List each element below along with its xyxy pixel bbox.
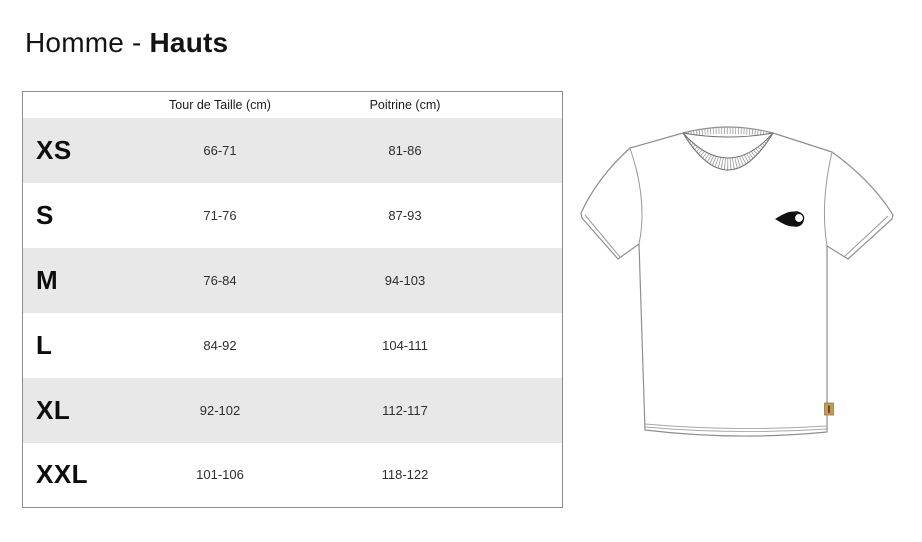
chest-column-header: Poitrine (cm) xyxy=(322,91,488,118)
empty-cell xyxy=(488,443,563,508)
page-title-section: Hauts xyxy=(149,27,229,58)
table-row-xs: XS 66-71 81-86 xyxy=(22,117,563,183)
chest-value: 87-93 xyxy=(388,207,422,223)
page-title-category: Homme - xyxy=(25,27,150,58)
size-column-header xyxy=(22,91,118,118)
collar xyxy=(682,127,774,171)
table-row-l: L 84-92 104-111 xyxy=(22,312,563,378)
page-title: Homme - Hauts xyxy=(25,27,229,59)
size-label: L xyxy=(36,329,53,360)
tshirt-illustration xyxy=(580,126,894,437)
size-label: XXL xyxy=(36,459,89,490)
empty-cell xyxy=(488,378,563,443)
size-label: XS xyxy=(36,134,72,165)
chest-value: 94-103 xyxy=(384,272,426,288)
side-tag xyxy=(824,402,834,416)
waist-value: 101-106 xyxy=(196,467,244,483)
chest-value: 112-117 xyxy=(382,402,428,418)
waist-value: 71-76 xyxy=(203,207,237,223)
empty-cell xyxy=(488,118,563,183)
empty-cell xyxy=(488,183,563,248)
waist-value: 84-92 xyxy=(203,337,237,353)
chest-value: 81-86 xyxy=(388,142,422,158)
table-row-xl: XL 92-102 112-117 xyxy=(22,377,563,443)
tshirt-outline xyxy=(580,126,894,437)
waist-column-header: Tour de Taille (cm) xyxy=(117,91,323,118)
empty-cell xyxy=(488,313,563,378)
table-row-s: S 71-76 87-93 xyxy=(22,182,563,248)
waist-value: 66-71 xyxy=(203,142,237,158)
size-label: S xyxy=(36,199,54,230)
waist-value: 92-102 xyxy=(199,402,241,418)
chest-value: 104-111 xyxy=(382,337,428,353)
empty-cell xyxy=(488,248,563,313)
table-row-xxl: XXL 101-106 118-122 xyxy=(22,442,563,508)
empty-column-header xyxy=(487,91,563,118)
table-row-m: M 76-84 94-103 xyxy=(22,247,563,313)
table-header-row: Tour de Taille (cm) Poitrine (cm) xyxy=(22,91,563,118)
comet-logo-icon xyxy=(775,211,805,227)
waist-value: 76-84 xyxy=(203,272,237,288)
size-table: Tour de Taille (cm) Poitrine (cm) XS 66-… xyxy=(22,91,563,508)
size-label: XL xyxy=(36,394,71,425)
size-label: M xyxy=(36,264,59,295)
chest-value: 118-122 xyxy=(381,467,429,483)
